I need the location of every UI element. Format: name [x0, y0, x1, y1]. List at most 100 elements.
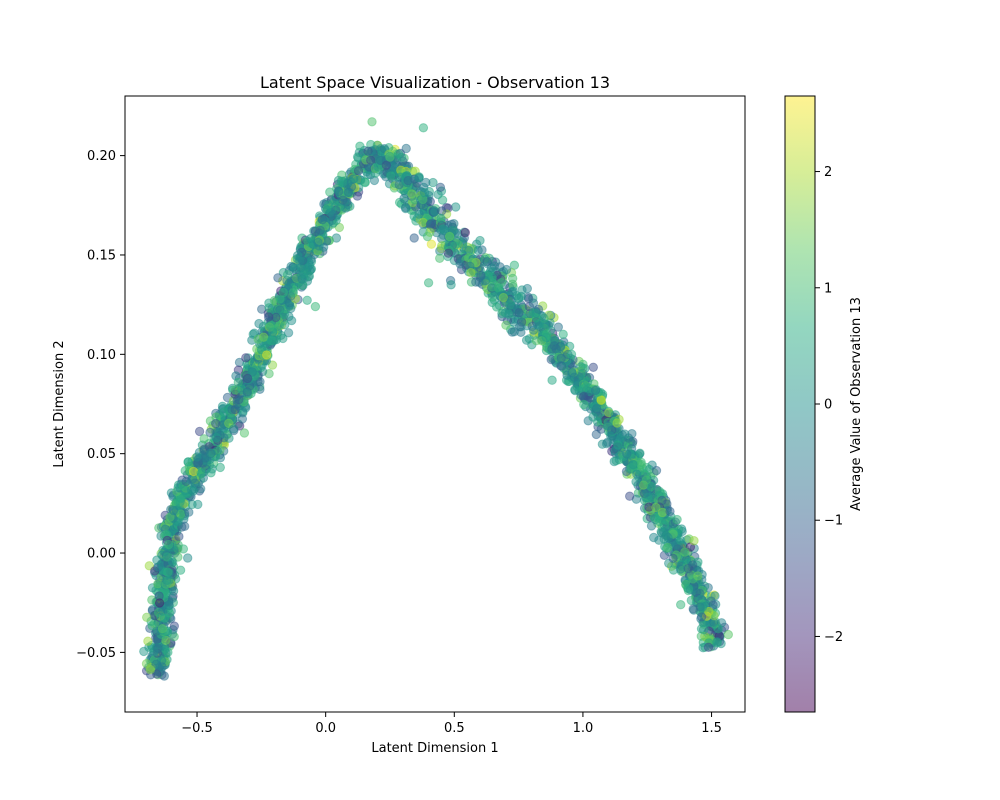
scatter-point — [401, 143, 411, 154]
scatter-point — [723, 629, 733, 640]
scatter-point — [495, 262, 505, 272]
scatter-point — [418, 123, 429, 133]
scatter-point — [181, 476, 191, 487]
scatter-point — [636, 459, 646, 470]
scatter-point — [547, 375, 557, 385]
scatter-point — [206, 448, 216, 459]
scatter-point — [487, 282, 498, 292]
colorbar-tick-label: −1 — [824, 514, 843, 529]
y-tick-label: −0.05 — [76, 646, 116, 661]
scatter-point — [570, 385, 580, 395]
scatter-point — [242, 373, 253, 384]
scatter-point — [477, 245, 487, 255]
scatter-point — [665, 506, 675, 517]
scatter-point — [641, 475, 651, 485]
x-axis-label: Latent Dimension 1 — [371, 741, 498, 756]
scatter-point — [278, 287, 289, 298]
scatter-point — [145, 664, 156, 675]
scatter-point — [396, 152, 407, 162]
scatter-point — [165, 512, 175, 522]
scatter-point — [147, 621, 157, 631]
scatter-point — [279, 309, 290, 320]
scatter-point — [697, 602, 708, 612]
scatter-point — [435, 182, 446, 193]
scatter-point — [367, 117, 377, 127]
scatter-point — [663, 532, 673, 543]
scatter-point — [266, 335, 276, 346]
scatter-point — [675, 535, 686, 545]
scatter-point — [475, 235, 485, 246]
scatter-point — [143, 636, 153, 646]
scatter-point — [591, 404, 602, 414]
scatter-point — [227, 404, 237, 415]
colorbar-tick-label: 2 — [824, 165, 832, 180]
scatter-point — [194, 426, 205, 437]
scatter-point — [193, 499, 203, 510]
scatter-point — [646, 521, 657, 531]
scatter-point — [399, 193, 409, 204]
scatter-point — [211, 418, 221, 429]
scatter-point — [712, 638, 722, 648]
scatter-point — [423, 278, 434, 288]
scatter-point — [173, 552, 183, 562]
scatter-point — [400, 203, 411, 214]
scatter-point — [169, 545, 179, 556]
scatter-point — [180, 521, 190, 531]
scatter-point — [302, 295, 312, 305]
scatter-point — [183, 553, 193, 563]
scatter-point — [325, 187, 335, 197]
scatter-point — [264, 303, 274, 313]
y-axis-ticks: −0.05 0.00 0.05 0.10 0.15 0.20 — [76, 149, 125, 661]
scatter-point — [443, 248, 454, 258]
scatter-point — [352, 191, 363, 201]
x-tick-label: −0.5 — [181, 721, 213, 736]
scatter-point — [437, 195, 448, 205]
scatter-point — [257, 360, 267, 370]
scatter-point — [334, 186, 344, 197]
scatter-point — [147, 595, 157, 605]
scatter-point — [460, 227, 470, 238]
scatter-point — [649, 532, 659, 543]
scatter-point — [353, 166, 364, 176]
scatter-point — [167, 593, 178, 603]
x-tick-label: 0.5 — [444, 721, 465, 736]
scatter-point — [651, 465, 662, 476]
colorbar-ticks: −2 −1 0 1 2 — [815, 165, 843, 645]
scatter-point — [224, 418, 234, 428]
plot-frame — [124, 95, 746, 713]
scatter-point — [313, 237, 323, 248]
scatter-point — [668, 553, 678, 563]
scatter-point — [471, 277, 481, 287]
scatter-point — [631, 477, 641, 487]
scatter-point — [553, 322, 563, 332]
scatter-point — [175, 497, 185, 507]
scatter-point — [680, 547, 690, 557]
scatter-point — [451, 202, 461, 212]
scatter-point — [176, 509, 186, 519]
x-tick-label: 0.0 — [315, 721, 336, 736]
scatter-point — [338, 195, 348, 205]
scatter-point — [154, 598, 165, 608]
scatter-point — [419, 188, 430, 198]
scatter-point — [174, 531, 184, 542]
scatter-point — [290, 263, 300, 274]
scatter-point — [317, 214, 328, 225]
scatter-point — [237, 414, 248, 424]
scatter-point — [505, 299, 515, 310]
scatter-point — [578, 363, 588, 373]
scatter-point — [482, 257, 492, 267]
scatter-point — [169, 621, 180, 631]
scatter-point — [625, 491, 635, 501]
colorbar-tick-label: 1 — [824, 281, 832, 296]
scatter-point — [159, 613, 170, 623]
scatter-point — [446, 280, 456, 290]
y-tick-label: 0.15 — [87, 248, 116, 263]
scatter-point — [366, 155, 376, 165]
scatter-point — [437, 206, 447, 216]
scatter-point — [280, 320, 290, 330]
scatter-point — [153, 643, 163, 653]
scatter-point — [557, 361, 567, 371]
scatter-point — [698, 625, 709, 635]
scatter-point — [672, 514, 682, 525]
